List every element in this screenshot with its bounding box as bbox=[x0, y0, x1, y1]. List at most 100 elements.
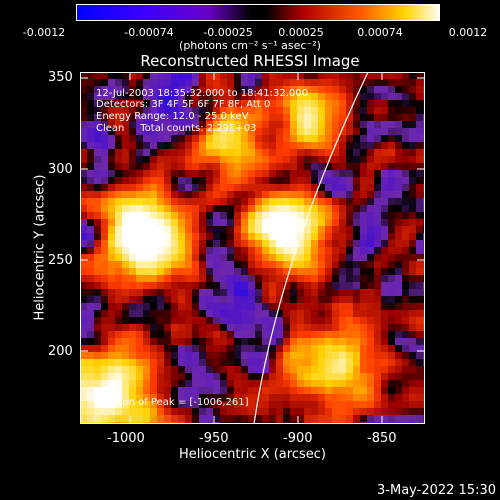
image-pixel bbox=[136, 128, 143, 135]
image-pixel bbox=[318, 226, 325, 233]
image-pixel bbox=[234, 359, 241, 366]
image-pixel bbox=[416, 163, 423, 170]
image-pixel bbox=[241, 296, 248, 303]
image-pixel bbox=[283, 303, 290, 310]
image-pixel bbox=[115, 254, 122, 261]
image-pixel bbox=[129, 275, 136, 282]
image-pixel bbox=[136, 345, 143, 352]
image-pixel bbox=[192, 198, 199, 205]
image-pixel bbox=[255, 135, 262, 142]
image-pixel bbox=[283, 240, 290, 247]
image-pixel bbox=[164, 170, 171, 177]
image-pixel bbox=[360, 135, 367, 142]
image-pixel bbox=[171, 380, 178, 387]
image-pixel bbox=[178, 317, 185, 324]
image-pixel bbox=[339, 240, 346, 247]
image-pixel bbox=[402, 289, 409, 296]
image-pixel bbox=[234, 415, 241, 422]
image-pixel bbox=[311, 93, 318, 100]
image-pixel bbox=[318, 387, 325, 394]
image-pixel bbox=[332, 247, 339, 254]
image-pixel bbox=[122, 352, 129, 359]
image-pixel bbox=[101, 373, 108, 380]
image-pixel bbox=[248, 198, 255, 205]
image-pixel bbox=[234, 135, 241, 142]
image-pixel bbox=[269, 177, 276, 184]
image-pixel bbox=[402, 387, 409, 394]
image-pixel bbox=[332, 114, 339, 121]
image-pixel bbox=[234, 303, 241, 310]
image-pixel bbox=[381, 142, 388, 149]
image-pixel bbox=[227, 401, 234, 408]
image-pixel bbox=[346, 93, 353, 100]
image-pixel bbox=[367, 184, 374, 191]
image-pixel bbox=[283, 205, 290, 212]
image-pixel bbox=[227, 296, 234, 303]
image-pixel bbox=[94, 163, 101, 170]
image-pixel bbox=[353, 163, 360, 170]
image-pixel bbox=[185, 282, 192, 289]
image-pixel bbox=[318, 408, 325, 415]
image-pixel bbox=[255, 156, 262, 163]
image-pixel bbox=[108, 282, 115, 289]
image-pixel bbox=[304, 261, 311, 268]
image-pixel bbox=[178, 303, 185, 310]
image-pixel bbox=[150, 156, 157, 163]
image-pixel bbox=[339, 233, 346, 240]
image-pixel bbox=[227, 72, 234, 79]
image-pixel bbox=[248, 408, 255, 415]
image-pixel bbox=[409, 310, 416, 317]
image-pixel bbox=[164, 352, 171, 359]
image-pixel bbox=[262, 303, 269, 310]
image-pixel bbox=[402, 121, 409, 128]
image-pixel bbox=[297, 184, 304, 191]
image-pixel bbox=[80, 331, 87, 338]
image-pixel bbox=[290, 289, 297, 296]
image-pixel bbox=[171, 79, 178, 86]
image-pixel bbox=[311, 86, 318, 93]
image-pixel bbox=[367, 191, 374, 198]
image-pixel bbox=[143, 184, 150, 191]
image-pixel bbox=[94, 114, 101, 121]
image-pixel bbox=[367, 338, 374, 345]
image-pixel bbox=[122, 324, 129, 331]
image-pixel bbox=[136, 352, 143, 359]
image-pixel bbox=[290, 324, 297, 331]
image-pixel bbox=[381, 114, 388, 121]
image-pixel bbox=[416, 114, 423, 121]
image-pixel bbox=[241, 205, 248, 212]
image-pixel bbox=[241, 282, 248, 289]
image-pixel bbox=[332, 373, 339, 380]
image-pixel bbox=[241, 198, 248, 205]
image-pixel bbox=[290, 121, 297, 128]
image-pixel bbox=[234, 366, 241, 373]
image-pixel bbox=[276, 415, 283, 422]
image-pixel bbox=[388, 303, 395, 310]
image-pixel bbox=[115, 345, 122, 352]
image-pixel bbox=[129, 107, 136, 114]
image-pixel bbox=[101, 324, 108, 331]
image-pixel bbox=[290, 79, 297, 86]
image-pixel bbox=[164, 282, 171, 289]
image-pixel bbox=[409, 296, 416, 303]
image-pixel bbox=[269, 191, 276, 198]
image-pixel bbox=[136, 107, 143, 114]
image-pixel bbox=[129, 345, 136, 352]
image-pixel bbox=[87, 198, 94, 205]
image-pixel bbox=[360, 373, 367, 380]
image-pixel bbox=[87, 170, 94, 177]
image-pixel bbox=[80, 345, 87, 352]
image-pixel bbox=[318, 268, 325, 275]
image-pixel bbox=[213, 93, 220, 100]
image-pixel bbox=[409, 233, 416, 240]
image-pixel bbox=[248, 142, 255, 149]
image-pixel bbox=[108, 184, 115, 191]
image-pixel bbox=[360, 366, 367, 373]
image-pixel bbox=[283, 219, 290, 226]
image-title: Reconstructed RHESSI Image bbox=[140, 52, 360, 70]
image-pixel bbox=[157, 212, 164, 219]
image-pixel bbox=[248, 387, 255, 394]
image-pixel bbox=[402, 401, 409, 408]
image-pixel bbox=[192, 268, 199, 275]
image-pixel bbox=[185, 296, 192, 303]
